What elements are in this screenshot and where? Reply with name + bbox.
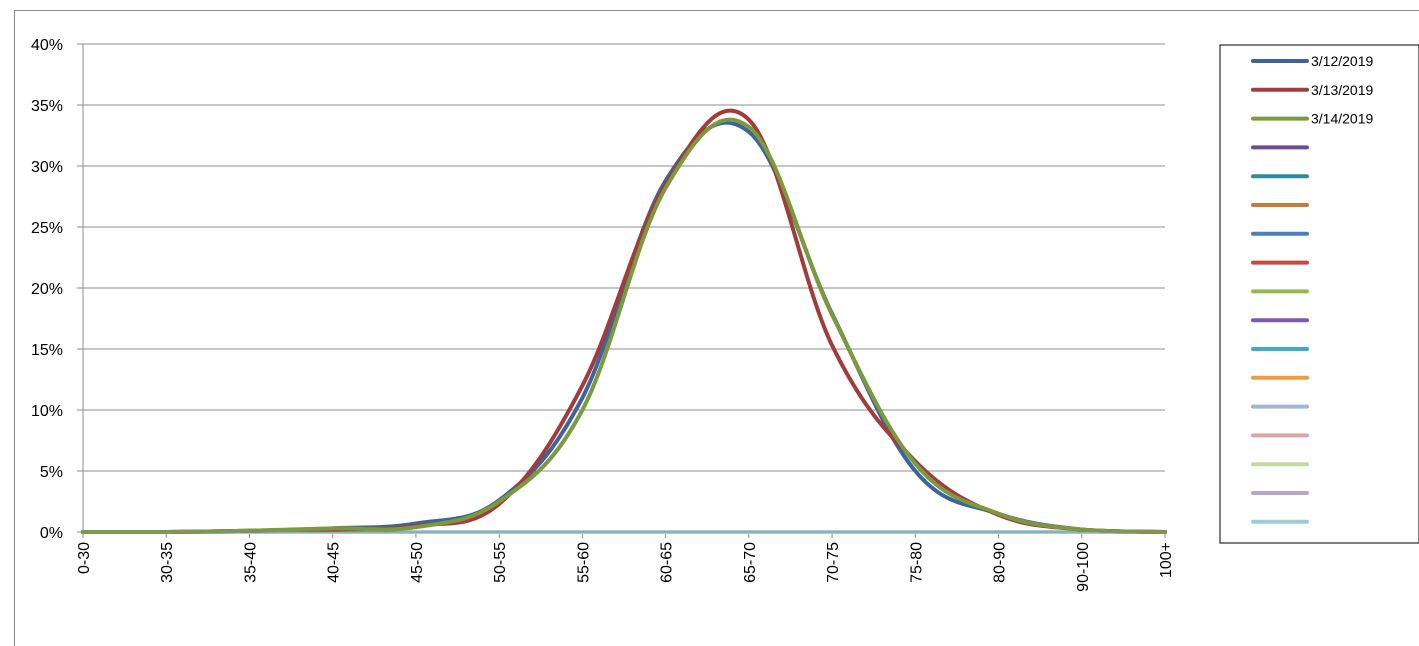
x-tick-label: 70-75	[825, 542, 842, 583]
y-tick-label: 35%	[31, 98, 63, 115]
y-tick-label: 40%	[31, 37, 63, 54]
legend-label-2: 3/13/2019	[1311, 82, 1373, 98]
x-tick-label: 35-40	[242, 542, 259, 583]
x-tick-label: 0-30	[76, 542, 93, 574]
x-tick-label: 65-70	[742, 542, 759, 583]
x-tick-label: 100+	[1158, 542, 1175, 578]
x-tick-label: 75-80	[908, 542, 925, 583]
y-tick-label: 5%	[40, 464, 63, 481]
y-tick-label: 30%	[31, 159, 63, 176]
x-tick-label: 80-90	[992, 542, 1009, 583]
x-tick-label: 40-45	[326, 542, 343, 583]
series-line-2	[83, 111, 1165, 532]
x-tick-label: 55-60	[575, 542, 592, 583]
y-tick-label: 10%	[31, 403, 63, 420]
legend-label-1: 3/12/2019	[1311, 53, 1373, 69]
x-tick-label: 60-65	[659, 542, 676, 583]
x-tick-label: 50-55	[492, 542, 509, 583]
y-tick-label: 15%	[31, 342, 63, 359]
x-tick-label: 30-35	[159, 542, 176, 583]
y-tick-label: 0%	[40, 525, 63, 542]
x-tick-label: 45-50	[409, 542, 426, 583]
legend-label-3: 3/14/2019	[1311, 111, 1373, 127]
y-tick-label: 25%	[31, 220, 63, 237]
y-tick-label: 20%	[31, 281, 63, 298]
x-tick-label: 90-100	[1075, 542, 1092, 592]
series-line-3	[83, 120, 1165, 532]
